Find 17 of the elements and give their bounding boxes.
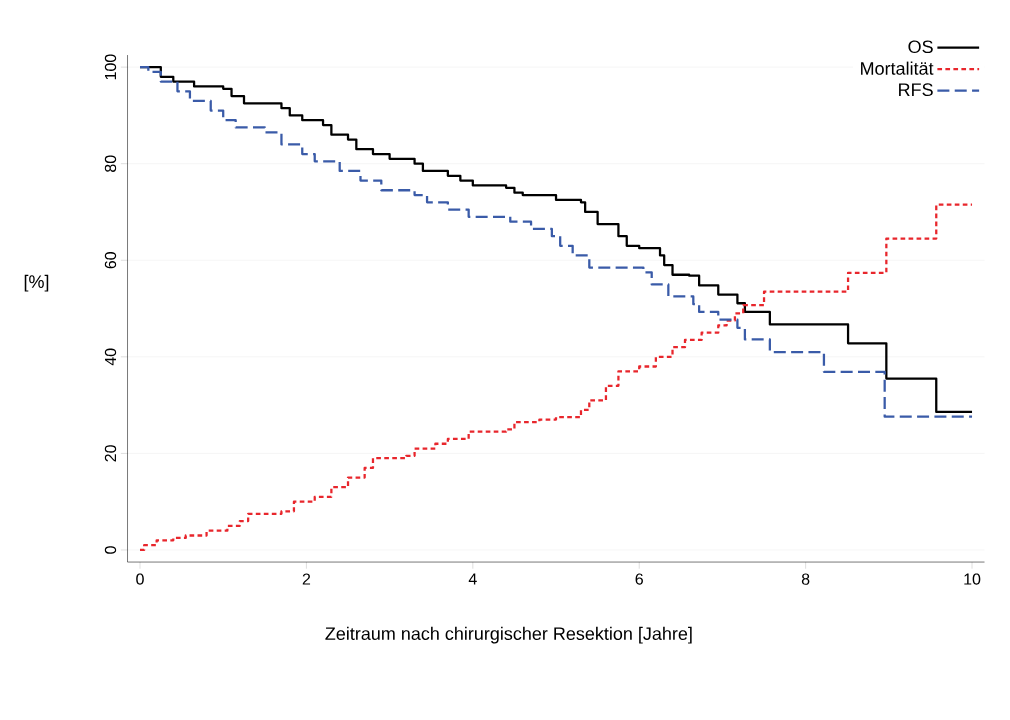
x-tick-label: 0 <box>136 573 144 585</box>
y-tick-label: 80 <box>104 155 117 172</box>
x-tick-label: 2 <box>302 573 311 585</box>
x-tick-label: 4 <box>468 573 477 585</box>
y-tick-label: 60 <box>104 251 117 269</box>
legend-label: Mortalität <box>861 61 934 75</box>
y-tick-label: 20 <box>104 445 117 462</box>
x-tick-label: 10 <box>964 573 981 585</box>
y-tick-label: 0 <box>104 546 117 554</box>
legend-label: RFS <box>899 83 933 97</box>
y-axis-title: [%] <box>24 274 49 292</box>
x-axis-title: Zeitraum nach chirurgischer Resektion [Jahre] <box>325 626 692 644</box>
y-tick-label: 40 <box>104 348 117 366</box>
y-tick-label: 100 <box>104 54 117 80</box>
x-tick-label: 8 <box>801 573 810 585</box>
x-tick-label: 6 <box>635 573 643 585</box>
legend-label: OS <box>908 40 933 54</box>
